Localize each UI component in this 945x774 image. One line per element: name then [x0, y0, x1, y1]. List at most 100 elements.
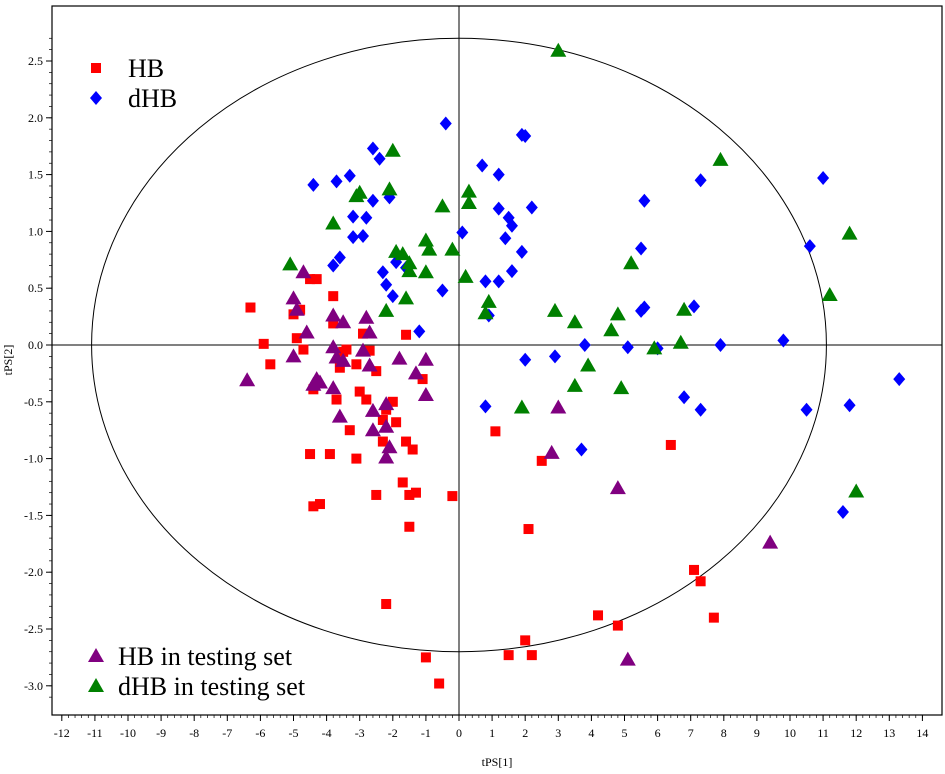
point-hb	[381, 599, 392, 610]
point-dhb-in-testing-set	[609, 306, 626, 321]
x-tick-label: 3	[555, 726, 561, 740]
point-hb-in-testing-set	[295, 264, 312, 279]
point-dhb	[492, 201, 505, 216]
point-dhb-in-testing-set	[580, 357, 597, 372]
point-hb-in-testing-set	[762, 534, 779, 549]
point-dhb	[413, 324, 426, 339]
point-dhb-in-testing-set	[378, 302, 395, 317]
point-dhb	[502, 210, 515, 225]
point-hb	[334, 362, 345, 373]
point-dhb	[333, 250, 346, 265]
x-tick-label: 11	[817, 726, 829, 740]
point-hb-in-testing-set	[298, 324, 315, 339]
point-hb	[305, 449, 316, 460]
point-hb	[291, 333, 302, 344]
point-dhb	[817, 171, 830, 186]
legend-marker-dhb	[90, 91, 102, 105]
point-dhb-in-testing-set	[325, 215, 342, 230]
point-hb-in-testing-set	[361, 324, 378, 339]
point-dhb-in-testing-set	[712, 151, 729, 166]
point-hb-in-testing-set	[358, 309, 375, 324]
point-hb	[258, 338, 269, 349]
point-dhb	[893, 372, 906, 387]
point-hb	[523, 524, 534, 535]
point-dhb-in-testing-set	[457, 268, 474, 283]
point-hb	[298, 344, 309, 355]
point-hb-in-testing-set	[335, 314, 352, 329]
point-dhb-in-testing-set	[348, 188, 365, 203]
point-dhb-in-testing-set	[603, 322, 620, 337]
point-hb	[314, 499, 325, 510]
point-dhb-in-testing-set	[546, 302, 563, 317]
point-dhb-in-testing-set	[460, 195, 477, 209]
x-tick-label: 0	[456, 726, 462, 740]
x-tick-label: -5	[289, 726, 299, 740]
point-hb-in-testing-set	[288, 301, 305, 316]
point-dhb	[479, 399, 492, 414]
point-dhb	[343, 168, 356, 183]
point-hb-in-testing-set	[407, 365, 424, 380]
point-dhb	[548, 349, 561, 364]
x-tick-label: 1	[489, 726, 495, 740]
point-dhb	[519, 352, 532, 367]
point-hb-in-testing-set	[361, 357, 378, 372]
point-dhb	[688, 299, 701, 314]
point-hb	[351, 359, 362, 370]
point-dhb-in-testing-set	[613, 380, 630, 395]
point-hb	[689, 564, 700, 575]
x-tick-label: -10	[120, 726, 136, 740]
point-hb	[354, 386, 365, 397]
point-hb-in-testing-set	[378, 396, 395, 411]
point-dhb-in-testing-set	[672, 334, 689, 349]
point-dhb	[492, 167, 505, 182]
point-hb	[324, 449, 335, 460]
point-dhb	[327, 258, 340, 273]
y-tick-label: 1.0	[28, 224, 43, 238]
point-dhb-in-testing-set	[566, 314, 583, 329]
point-dhb	[505, 218, 518, 233]
y-tick-label: -3.0	[24, 679, 43, 693]
point-dhb	[347, 230, 360, 245]
point-hb	[708, 612, 719, 623]
series-hb-in-testing-set	[239, 264, 779, 666]
point-hb	[351, 453, 362, 464]
x-tick-label: -2	[388, 726, 398, 740]
point-hb-in-testing-set	[543, 444, 560, 459]
point-hb	[447, 491, 458, 502]
point-hb-in-testing-set	[378, 449, 395, 464]
point-dhb	[456, 225, 469, 240]
point-hb-in-testing-set	[331, 408, 348, 423]
point-hb	[401, 329, 412, 340]
point-hb	[305, 274, 316, 285]
point-dhb-in-testing-set	[444, 241, 461, 256]
x-tick-label: 12	[850, 726, 862, 740]
series-dhb-in-testing-set	[282, 42, 865, 498]
point-hb	[593, 610, 604, 621]
x-tick-label: 13	[883, 726, 895, 740]
legend-marker-hb-in-testing-set	[88, 648, 104, 662]
point-hb	[391, 417, 402, 428]
point-hb-in-testing-set	[417, 351, 434, 366]
x-tick-label: -6	[255, 726, 265, 740]
point-dhb	[330, 174, 343, 189]
point-hb	[404, 489, 415, 500]
point-hb	[410, 487, 421, 498]
point-dhb	[360, 210, 373, 225]
point-hb-in-testing-set	[325, 339, 342, 354]
point-hb-in-testing-set	[609, 480, 626, 495]
x-tick-label: -9	[156, 726, 166, 740]
point-dhb	[390, 255, 403, 270]
point-hb	[311, 274, 322, 285]
point-hb	[364, 345, 375, 356]
point-dhb	[479, 274, 492, 289]
point-dhb	[843, 398, 856, 413]
point-hb	[331, 394, 342, 405]
point-hb	[245, 302, 256, 313]
point-dhb	[436, 283, 449, 298]
point-hb	[536, 455, 547, 466]
point-hb-in-testing-set	[325, 380, 342, 395]
x-tick-label: 10	[784, 726, 796, 740]
point-dhb	[373, 151, 386, 166]
series-hb	[245, 274, 719, 689]
point-hb	[377, 414, 388, 425]
